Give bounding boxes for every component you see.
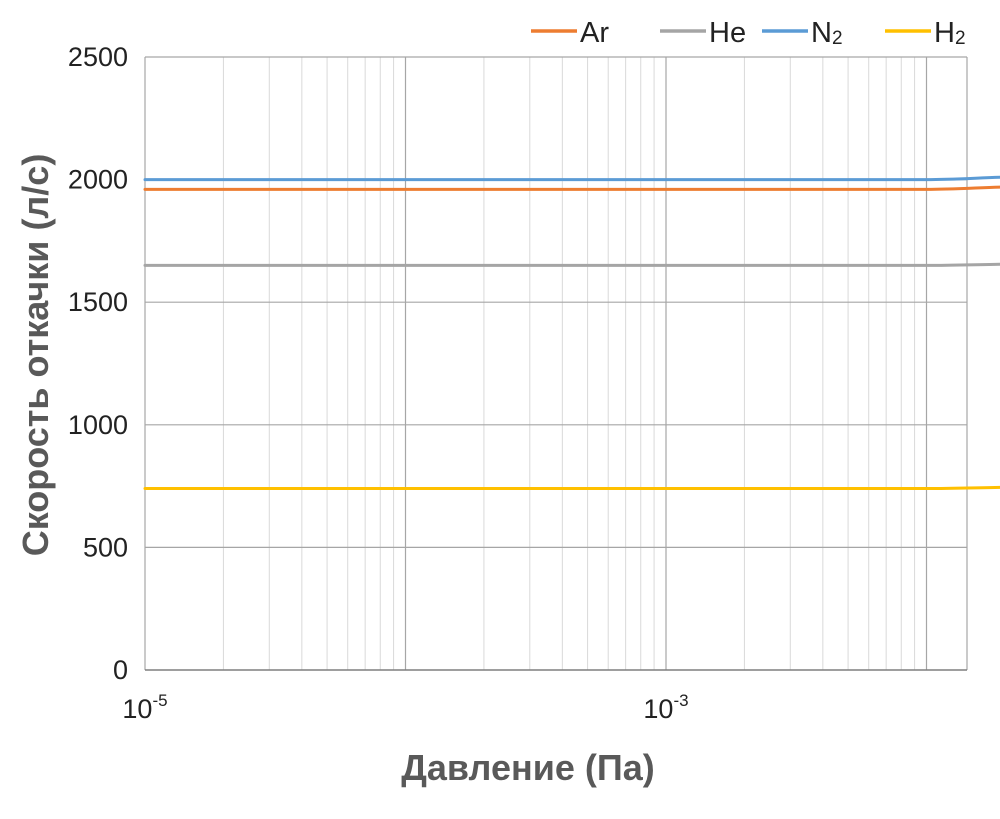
y-tick-label: 1000 bbox=[68, 410, 128, 440]
legend-label-ar: Ar bbox=[580, 17, 609, 49]
x-axis-title: Давление (Па) bbox=[401, 747, 655, 788]
x-tick-label: 10-3 bbox=[643, 691, 688, 724]
legend-label-n2: N2 bbox=[811, 17, 843, 49]
y-axis-title: Скорость откачки (л/с) bbox=[15, 154, 56, 557]
x-axis-ticks: 10-510-310-1100 bbox=[122, 691, 688, 724]
legend: Ar He N2 H2 bbox=[531, 17, 966, 49]
major-gridlines bbox=[144, 56, 968, 670]
minor-gridlines bbox=[222, 57, 916, 670]
y-tick-label: 2000 bbox=[68, 165, 128, 195]
legend-label-he: He bbox=[709, 17, 746, 49]
legend-label-h2: H2 bbox=[934, 17, 966, 49]
series-lines bbox=[143, 175, 1000, 491]
y-tick-label: 1500 bbox=[68, 287, 128, 317]
x-tick-label: 10-5 bbox=[122, 691, 167, 724]
y-tick-label: 2500 bbox=[68, 42, 128, 72]
y-tick-label: 0 bbox=[113, 655, 128, 685]
y-axis-ticks: 0 500 1000 1500 2000 2500 bbox=[68, 42, 128, 685]
series-line-he bbox=[143, 262, 1000, 267]
series-line-ar bbox=[143, 185, 1000, 191]
y-tick-label: 500 bbox=[83, 532, 128, 562]
series-line-h2 bbox=[143, 485, 1000, 491]
series-line-n2 bbox=[143, 175, 1000, 182]
